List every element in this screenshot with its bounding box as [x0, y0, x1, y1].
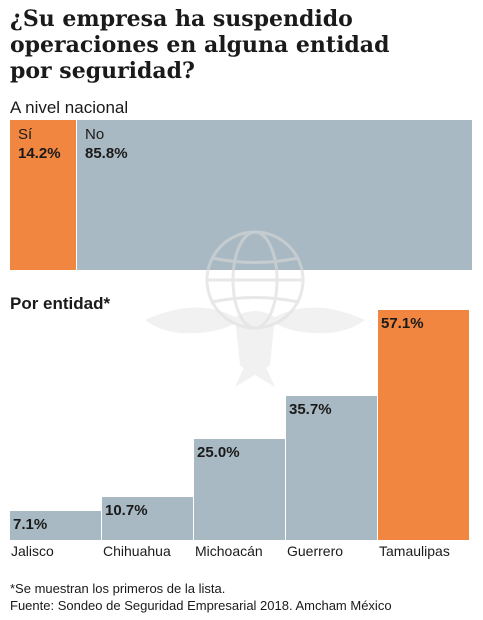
footnote-note: *Se muestran los primeros de la lista.: [10, 581, 226, 596]
segment-si-value: 14.2%: [18, 145, 61, 162]
category-label: Michoacán: [195, 543, 263, 559]
national-stacked-bar: Sí 14.2% No 85.8%: [10, 120, 472, 270]
bar-value-label: 25.0%: [197, 444, 240, 461]
category-label: Jalisco: [11, 543, 54, 559]
segment-no-value: 85.8%: [85, 145, 128, 162]
category-label: Guerrero: [287, 543, 344, 559]
segment-si: Sí 14.2%: [10, 120, 76, 270]
bar-guerrero: [286, 396, 377, 540]
footnote-source: Fuente: Sondeo de Seguridad Empresarial …: [10, 598, 392, 613]
by-entity-label: Por entidad*: [10, 294, 111, 313]
category-label: Tamaulipas: [379, 543, 450, 559]
bar-jalisco: [10, 511, 101, 540]
title-line-1: ¿Su empresa ha suspendido: [10, 6, 353, 32]
chart-title: ¿Su empresa ha suspendido operaciones en…: [10, 6, 480, 84]
bar-value-label: 35.7%: [289, 401, 332, 418]
eagle-watermark-icon: [145, 230, 365, 387]
segment-si-label: Sí: [18, 126, 33, 143]
segment-no-label: No: [85, 126, 105, 143]
bar-value-label: 57.1%: [381, 315, 424, 332]
title-line-2: operaciones en alguna entidad: [10, 32, 390, 58]
bar-value-label: 10.7%: [105, 502, 148, 519]
bar-tamaulipas: [378, 310, 469, 540]
bar-chihuahua: [102, 497, 193, 540]
category-label: Chihuahua: [103, 543, 171, 559]
segment-no: No 85.8%: [77, 120, 472, 270]
title-line-3: por seguridad?: [10, 58, 195, 84]
national-label: A nivel nacional: [10, 98, 129, 117]
bar-value-label: 7.1%: [13, 516, 48, 533]
bar-michoacán: [194, 439, 285, 540]
